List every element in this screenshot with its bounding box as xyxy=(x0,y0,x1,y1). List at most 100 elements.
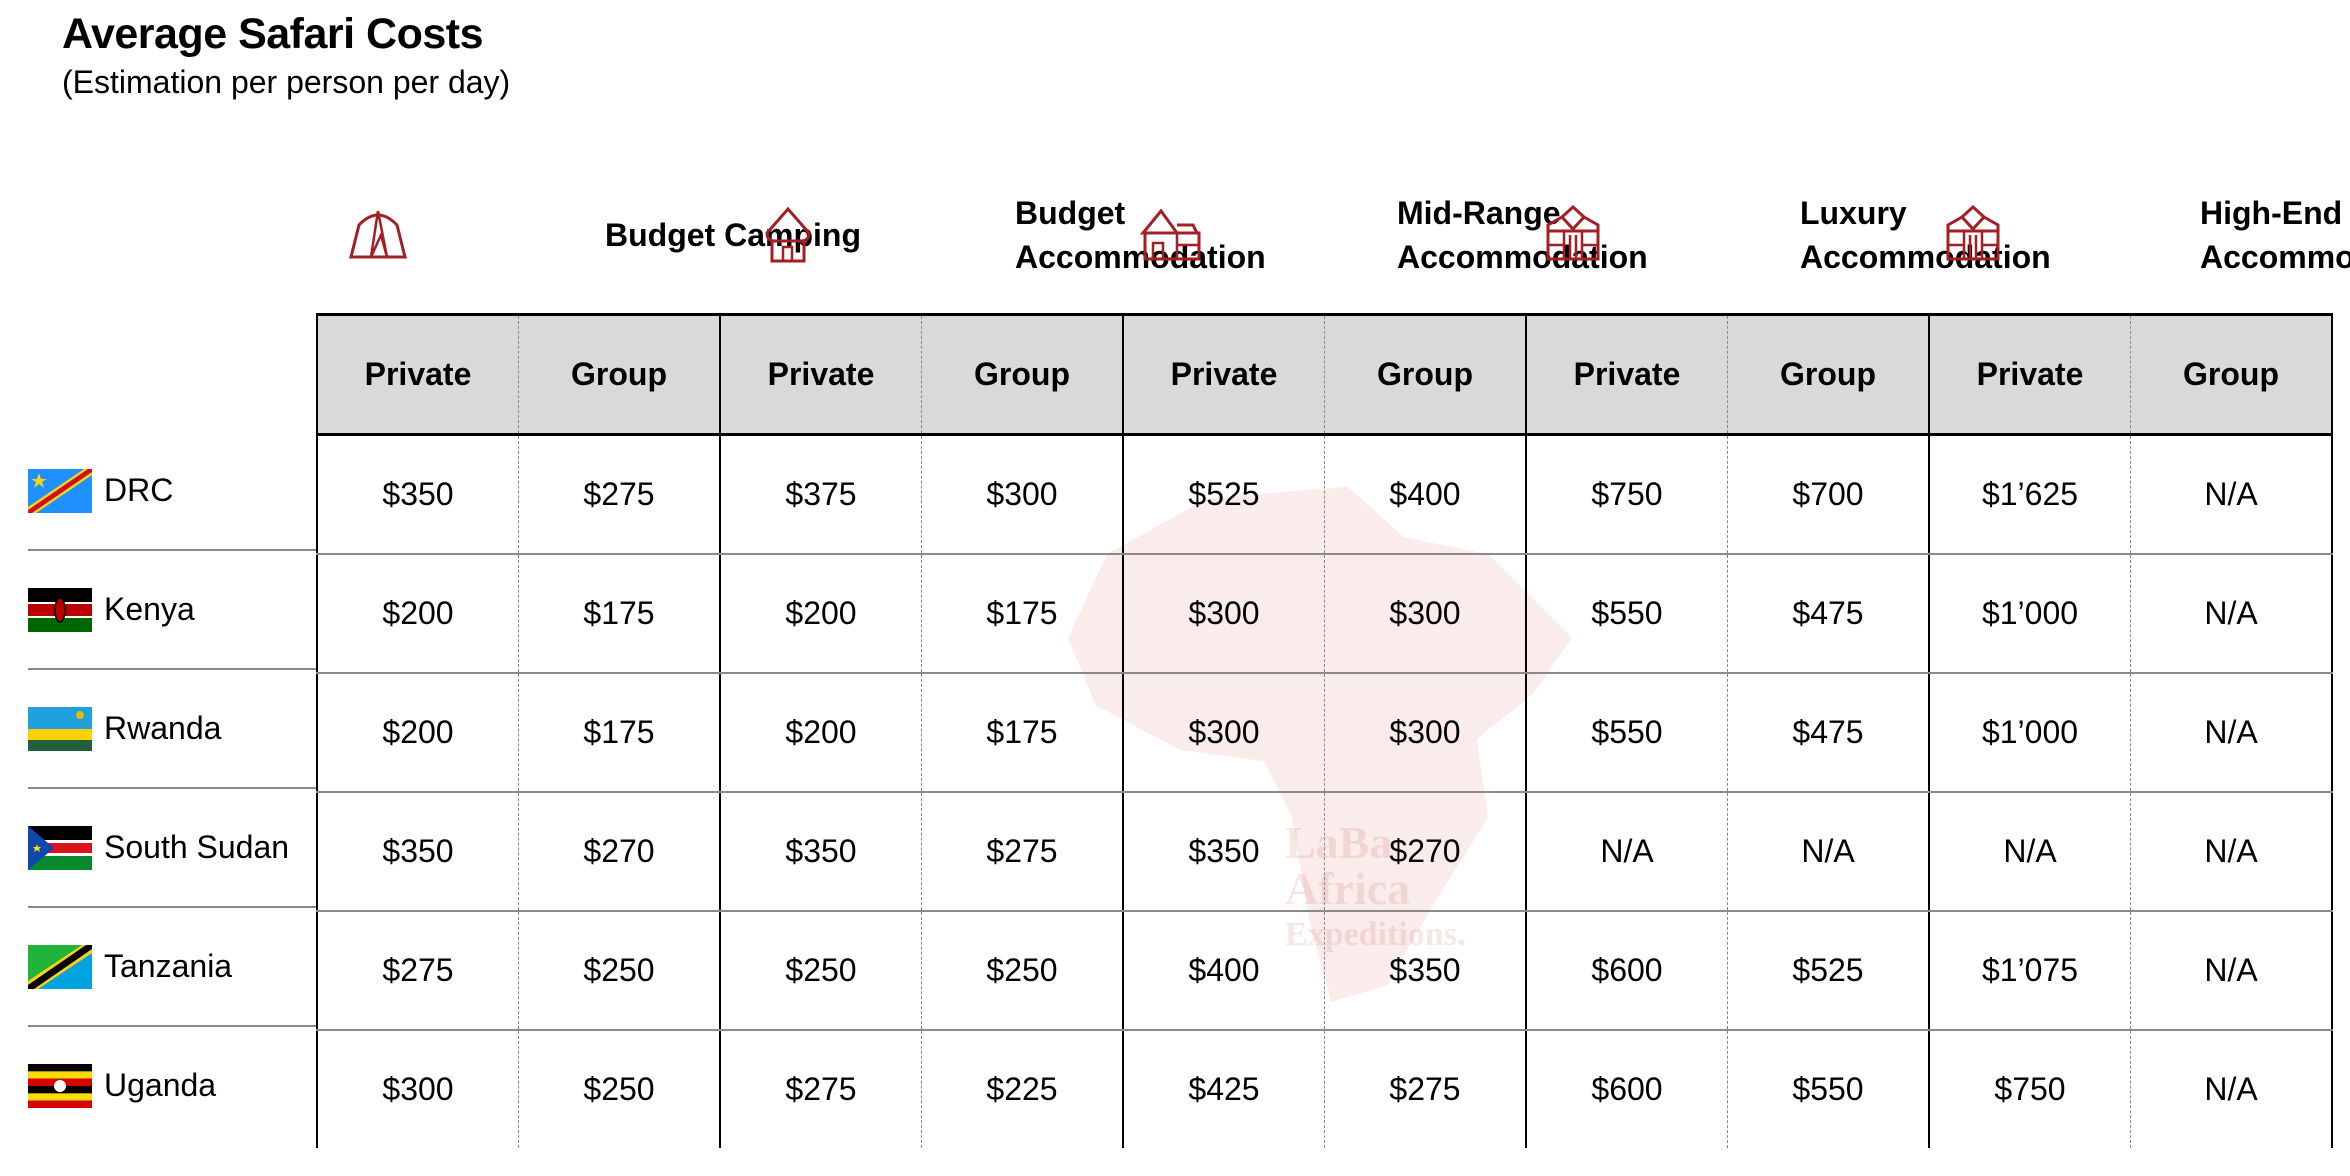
price-cell: N/A xyxy=(2130,673,2333,793)
price-cell: $300 xyxy=(1324,673,1526,793)
price-cell: $375 xyxy=(719,434,922,555)
category-label: Mid-Range Accommodation xyxy=(1397,195,1648,275)
country-label: Uganda xyxy=(28,1027,316,1144)
price-cell: $275 xyxy=(1324,1030,1526,1148)
category-header: High-End Accommodation xyxy=(1940,185,2350,285)
price-cell: $475 xyxy=(1727,673,1929,793)
page-subtitle: (Estimation per person per day) xyxy=(62,64,511,100)
price-cell: N/A xyxy=(2130,792,2333,912)
country-name: DRC xyxy=(104,472,174,508)
price-cell: $550 xyxy=(1525,673,1728,793)
tanzania-flag-icon xyxy=(28,944,104,989)
table-row: $200 $175 $200 $175 $300 $300 $550 $475 $1’000 N/… xyxy=(316,554,2333,674)
column-header-private: Private xyxy=(316,313,519,436)
safari-cost-table: Private Group Private Group Private Group Priv… xyxy=(316,313,2333,1148)
country-name: Tanzania xyxy=(104,948,233,984)
column-header-group: Group xyxy=(2130,313,2333,436)
price-cell: $750 xyxy=(1525,434,1728,555)
price-cell: N/A xyxy=(2130,1030,2333,1148)
south-sudan-flag-icon xyxy=(28,825,104,870)
price-cell: $200 xyxy=(719,673,922,793)
price-cell: $250 xyxy=(518,1030,720,1148)
category-header: Budget Accommodation xyxy=(755,185,1275,285)
price-cell: $175 xyxy=(518,673,720,793)
price-cell: $350 xyxy=(1324,911,1526,1031)
category-header: Mid-Range Accommodation xyxy=(1137,185,1657,285)
price-cell: $275 xyxy=(316,911,519,1031)
category-label: Luxury Accommodation xyxy=(1800,195,2051,275)
country-label: Tanzania xyxy=(28,908,316,1027)
price-cell: $300 xyxy=(316,1030,519,1148)
price-cell: $400 xyxy=(1324,434,1526,555)
category-header: Luxury Accommodation xyxy=(1540,185,2060,285)
price-cell: $200 xyxy=(719,554,922,674)
country-label: Rwanda xyxy=(28,670,316,789)
category-label: Budget Accommodation xyxy=(1015,195,1266,275)
lodge-icon xyxy=(1540,205,1800,265)
tent-icon xyxy=(345,205,605,265)
price-cell: $200 xyxy=(316,673,519,793)
country-label: Kenya xyxy=(28,551,316,670)
price-cell: $300 xyxy=(921,434,1123,555)
price-cell: $200 xyxy=(316,554,519,674)
country-name: Kenya xyxy=(104,591,195,627)
price-cell: $250 xyxy=(921,911,1123,1031)
price-cell: $1’625 xyxy=(1928,434,2131,555)
price-cell: $700 xyxy=(1727,434,1929,555)
price-cell: $270 xyxy=(518,792,720,912)
column-header-group: Group xyxy=(518,313,720,436)
price-cell: N/A xyxy=(2130,434,2333,555)
price-cell: $550 xyxy=(1525,554,1728,674)
price-cell: $300 xyxy=(1122,673,1325,793)
column-header-group: Group xyxy=(921,313,1123,436)
price-cell: $525 xyxy=(1727,911,1929,1031)
price-cell: $525 xyxy=(1122,434,1325,555)
table-row: $300 $250 $275 $225 $425 $275 $600 $550 $750 N/A xyxy=(316,1030,2333,1148)
price-cell: $1’000 xyxy=(1928,673,2131,793)
country-name: South Sudan xyxy=(104,829,290,865)
table-row: $350 $270 $350 $275 $350 $270 N/A N/A N/A N/A xyxy=(316,792,2333,912)
table-row: $275 $250 $250 $250 $400 $350 $600 $525 $1’075 N/… xyxy=(316,911,2333,1031)
price-cell: $270 xyxy=(1324,792,1526,912)
country-name: Rwanda xyxy=(104,710,222,746)
price-cell: $300 xyxy=(1122,554,1325,674)
price-cell: $1’000 xyxy=(1928,554,2131,674)
table-row: $350 $275 $375 $300 $525 $400 $750 $700 $1’625 N/… xyxy=(316,434,2333,555)
country-column: DRC Kenya Rwanda South Sudan Tanzania Uganda xyxy=(28,432,316,1144)
price-cell: $275 xyxy=(921,792,1123,912)
column-header-private: Private xyxy=(1928,313,2131,436)
price-cell: N/A xyxy=(2130,911,2333,1031)
country-name: Uganda xyxy=(104,1067,217,1103)
column-header-private: Private xyxy=(1122,313,1325,436)
price-cell: $350 xyxy=(316,434,519,555)
price-cell: $275 xyxy=(719,1030,922,1148)
column-header-group: Group xyxy=(1727,313,1929,436)
price-cell: $275 xyxy=(518,434,720,555)
column-header-private: Private xyxy=(719,313,922,436)
price-cell: N/A xyxy=(1928,792,2131,912)
price-cell: $175 xyxy=(518,554,720,674)
category-label: Budget Camping xyxy=(605,217,861,253)
price-cell: $475 xyxy=(1727,554,1929,674)
lodge-icon xyxy=(1940,205,2200,265)
hut-icon xyxy=(755,205,1015,265)
price-cell: $600 xyxy=(1525,1030,1728,1148)
price-cell: $175 xyxy=(921,554,1123,674)
price-cell: $400 xyxy=(1122,911,1325,1031)
price-cell: $175 xyxy=(921,673,1123,793)
drc-flag-icon xyxy=(28,468,104,513)
price-cell: $1’075 xyxy=(1928,911,2131,1031)
column-header-group: Group xyxy=(1324,313,1526,436)
page-title: Average Safari Costs xyxy=(62,10,484,58)
uganda-flag-icon xyxy=(28,1063,104,1108)
price-cell: $550 xyxy=(1727,1030,1929,1148)
category-label: High-End Accommodation xyxy=(2200,195,2350,275)
price-cell: $225 xyxy=(921,1030,1123,1148)
category-header: Budget Camping xyxy=(345,185,865,285)
price-cell: N/A xyxy=(1727,792,1929,912)
price-cell: $350 xyxy=(316,792,519,912)
price-cell: $350 xyxy=(1122,792,1325,912)
price-cell: $250 xyxy=(518,911,720,1031)
price-cell: $250 xyxy=(719,911,922,1031)
country-label: South Sudan xyxy=(28,789,316,908)
